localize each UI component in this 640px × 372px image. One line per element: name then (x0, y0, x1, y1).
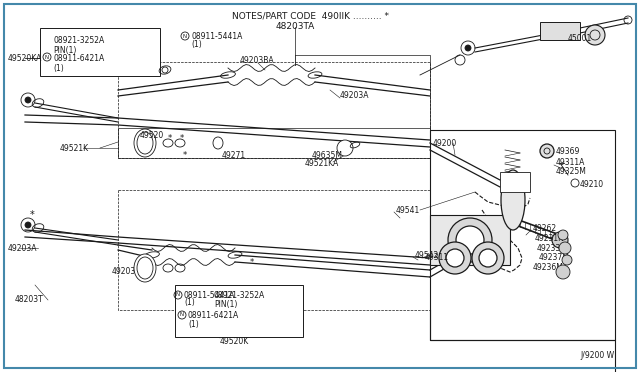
Text: PIN(1): PIN(1) (53, 45, 76, 55)
Text: *: * (30, 210, 35, 220)
Text: 49369: 49369 (556, 147, 580, 155)
Bar (430, 130, 615, 340)
Circle shape (472, 242, 504, 274)
Circle shape (479, 249, 497, 267)
Ellipse shape (134, 129, 156, 157)
Text: N: N (45, 55, 49, 60)
Ellipse shape (501, 170, 525, 230)
Text: 49200: 49200 (433, 138, 457, 148)
Text: (1): (1) (188, 321, 199, 330)
Circle shape (585, 25, 605, 45)
Text: 48203T: 48203T (15, 295, 44, 305)
Circle shape (25, 97, 31, 103)
Text: (1): (1) (53, 64, 64, 73)
Bar (175, 285, 303, 337)
Text: 49520K: 49520K (220, 337, 249, 346)
Text: N: N (176, 292, 180, 298)
Text: N: N (183, 33, 187, 38)
Bar (430, 215, 510, 265)
Text: (1): (1) (184, 298, 195, 308)
Circle shape (556, 265, 570, 279)
Text: 49520: 49520 (140, 131, 164, 140)
Text: *: * (168, 134, 172, 142)
Text: 48203TA: 48203TA (275, 22, 315, 31)
Text: J/9200 W: J/9200 W (580, 352, 614, 360)
Text: 45001: 45001 (568, 33, 592, 42)
Text: N: N (180, 312, 184, 317)
Circle shape (559, 242, 571, 254)
Text: 08921-3252A: 08921-3252A (53, 35, 104, 45)
Text: 49541: 49541 (396, 205, 420, 215)
Circle shape (558, 230, 568, 240)
Text: 49271: 49271 (222, 151, 246, 160)
Text: 49521KA: 49521KA (305, 158, 339, 167)
Text: *: * (250, 257, 254, 266)
Circle shape (446, 249, 464, 267)
Bar (118, 128, 430, 158)
Text: 49231N: 49231N (535, 234, 565, 243)
Circle shape (448, 218, 492, 262)
Ellipse shape (137, 257, 153, 279)
Text: NOTES/PART CODE  490llK .......... *: NOTES/PART CODE 490llK .......... * (232, 12, 388, 20)
Text: 49236M: 49236M (533, 263, 564, 273)
Circle shape (540, 144, 554, 158)
Text: *: * (183, 151, 188, 160)
Circle shape (456, 226, 484, 254)
Text: 08911-6421A: 08911-6421A (53, 54, 104, 62)
Text: 49203BA: 49203BA (240, 55, 275, 64)
Circle shape (465, 45, 471, 51)
Text: 49635M: 49635M (312, 151, 343, 160)
Ellipse shape (134, 254, 156, 282)
Text: 49203B: 49203B (112, 267, 141, 276)
Text: 49203A: 49203A (8, 244, 38, 253)
Circle shape (562, 255, 572, 265)
Circle shape (337, 140, 353, 156)
Text: 49311: 49311 (425, 253, 449, 263)
Ellipse shape (137, 132, 153, 154)
Circle shape (552, 232, 568, 248)
Bar (500, 172, 530, 192)
Circle shape (439, 242, 471, 274)
Circle shape (25, 222, 31, 228)
Text: 08911-5441A: 08911-5441A (184, 291, 236, 299)
Text: (1): (1) (191, 39, 202, 48)
Text: 08911-6421A: 08911-6421A (188, 311, 239, 320)
Text: 49203A: 49203A (340, 90, 369, 99)
Text: PIN(1): PIN(1) (214, 301, 237, 310)
Text: 49521K: 49521K (60, 144, 89, 153)
Text: 49210: 49210 (580, 180, 604, 189)
Text: 49237M: 49237M (539, 253, 570, 263)
Text: 08921-3252A: 08921-3252A (214, 291, 265, 299)
Text: 49542: 49542 (415, 250, 439, 260)
Bar (40, 28, 160, 76)
Text: 49233A: 49233A (537, 244, 566, 253)
Text: 49520KA: 49520KA (8, 54, 42, 62)
Bar (540, 22, 580, 40)
Text: *: * (180, 134, 184, 142)
Text: 49325M: 49325M (556, 167, 587, 176)
Text: 49311A: 49311A (556, 157, 586, 167)
Text: 49262: 49262 (533, 224, 557, 232)
Text: 08911-5441A: 08911-5441A (191, 32, 243, 41)
